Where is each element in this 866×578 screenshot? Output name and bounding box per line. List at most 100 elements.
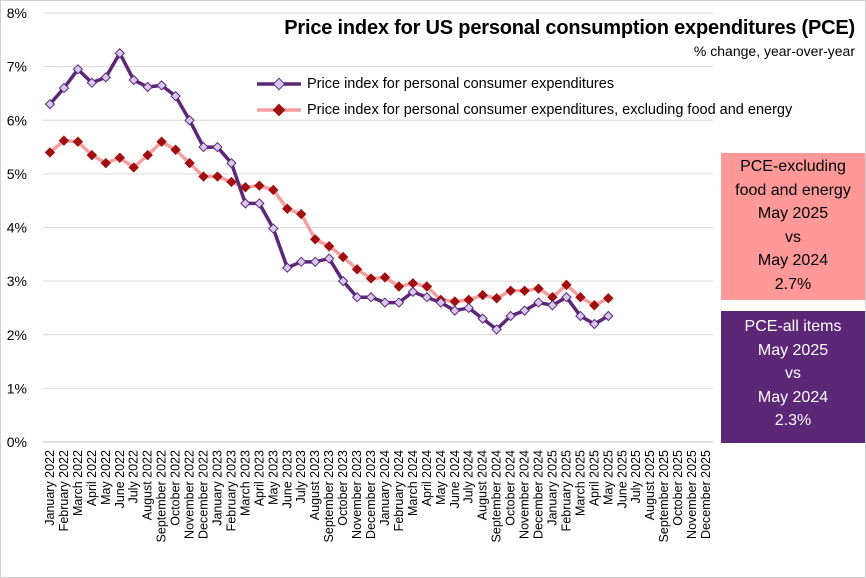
data-point-core: [44, 147, 56, 158]
data-point-pce: [351, 292, 363, 303]
note-all-line-5: 2.3%: [774, 412, 812, 429]
x-tick-label: December 2022: [197, 450, 211, 539]
note-core-line-1: PCE-excluding: [740, 158, 846, 175]
note-core-line-2: food and energy: [735, 181, 851, 199]
x-tick-label: October 2023: [336, 450, 350, 526]
x-tick-label: September 2024: [490, 450, 504, 542]
data-point-core: [296, 208, 307, 220]
data-point-core: [254, 180, 265, 191]
data-point-core: [575, 292, 586, 303]
data-point-core: [86, 149, 98, 161]
x-tick-label: September 2022: [155, 450, 169, 542]
data-point-pce: [58, 82, 70, 94]
x-tick-label: February 2024: [392, 450, 406, 531]
data-point-pce: [184, 115, 195, 126]
data-point-pce: [156, 80, 167, 91]
data-point-core: [240, 182, 251, 193]
data-point-core: [491, 293, 502, 304]
x-tick-label: November 2022: [183, 450, 197, 539]
data-point-pce: [198, 141, 209, 153]
data-point-pce: [282, 262, 293, 273]
x-tick-label: March 2023: [238, 450, 252, 516]
x-tick-label: December 2023: [364, 450, 378, 539]
data-point-core: [212, 171, 223, 182]
x-tick-label: April 2023: [252, 450, 266, 506]
data-point-core: [142, 149, 153, 161]
data-point-core: [505, 285, 516, 296]
x-tick-label: May 2022: [99, 450, 113, 505]
data-point-core: [72, 136, 84, 147]
data-point-pce: [421, 292, 433, 303]
y-tick-label: 2%: [7, 327, 27, 343]
data-point-core: [421, 281, 433, 292]
x-tick-label: June 2022: [113, 450, 127, 508]
data-point-core: [407, 278, 419, 289]
x-tick-label: November 2024: [518, 450, 532, 539]
x-tick-label: May 2023: [266, 450, 280, 505]
x-tick-label: February 2025: [559, 450, 573, 531]
data-point-core: [561, 279, 572, 291]
data-point-pce: [44, 98, 56, 110]
data-point-core: [449, 296, 460, 307]
legend: Price index for personal consumer expend…: [257, 71, 792, 123]
data-point-pce: [379, 297, 391, 308]
data-point-core: [198, 171, 209, 182]
x-tick-label: January 2025: [545, 450, 559, 526]
note-all-line-3: vs: [785, 365, 801, 382]
x-tick-label: September 2023: [322, 450, 336, 542]
data-point-core: [365, 273, 377, 284]
data-point-core: [323, 241, 335, 252]
note-core-line-4: vs: [785, 228, 801, 246]
legend-label-core: Price index for personal consumer expend…: [307, 102, 793, 118]
y-tick-label: 0%: [7, 434, 27, 450]
x-tick-label: January 2022: [43, 450, 57, 526]
x-tick-label: May 2025: [601, 450, 615, 505]
data-point-pce: [561, 292, 572, 303]
note-core-line-6: 2.7%: [774, 275, 812, 293]
legend-swatch-core: [257, 103, 301, 117]
data-point-core: [379, 272, 391, 283]
data-point-core: [128, 162, 139, 173]
x-tick-label: December 2025: [699, 450, 713, 539]
x-tick-label: December 2024: [532, 450, 546, 539]
data-point-core: [351, 264, 363, 275]
data-point-core: [337, 251, 349, 263]
x-tick-label: June 2024: [448, 450, 462, 508]
data-point-pce: [309, 256, 321, 268]
data-point-core: [309, 234, 321, 245]
data-point-pce: [212, 141, 223, 153]
data-point-pce: [603, 310, 614, 322]
x-tick-label: May 2024: [434, 450, 448, 505]
x-tick-label: August 2024: [476, 450, 490, 520]
legend-item-pce: Price index for personal consumer expend…: [257, 71, 792, 97]
data-point-core: [533, 283, 544, 294]
data-point-pce: [142, 81, 153, 93]
x-tick-label: June 2023: [280, 450, 294, 508]
data-point-pce: [393, 297, 405, 308]
x-tick-label: November 2025: [685, 450, 699, 539]
y-tick-label: 8%: [7, 5, 27, 21]
data-point-core: [100, 157, 112, 169]
legend-swatch-pce: [257, 77, 301, 91]
data-point-core: [519, 285, 530, 296]
data-point-core: [393, 281, 405, 292]
data-point-core: [170, 144, 181, 155]
x-tick-label: April 2025: [587, 450, 601, 506]
data-point-pce: [240, 198, 251, 209]
note-all-items-comparison: PCE-all items May 2025 vs May 2024 2.3%: [721, 311, 865, 443]
data-point-pce: [589, 318, 600, 330]
data-point-pce: [254, 198, 265, 209]
x-tick-label: November 2023: [350, 450, 364, 539]
data-point-pce: [435, 297, 447, 308]
data-point-pce: [547, 300, 558, 311]
legend-label-pce: Price index for personal consumer expend…: [307, 76, 615, 92]
data-point-core: [268, 184, 279, 196]
x-tick-label: October 2025: [671, 450, 685, 526]
data-point-pce: [575, 310, 586, 322]
data-point-pce: [114, 48, 125, 59]
x-tick-label: August 2025: [643, 450, 657, 520]
data-point-pce: [86, 77, 98, 88]
y-tick-label: 6%: [7, 112, 27, 128]
data-point-core: [58, 135, 70, 146]
